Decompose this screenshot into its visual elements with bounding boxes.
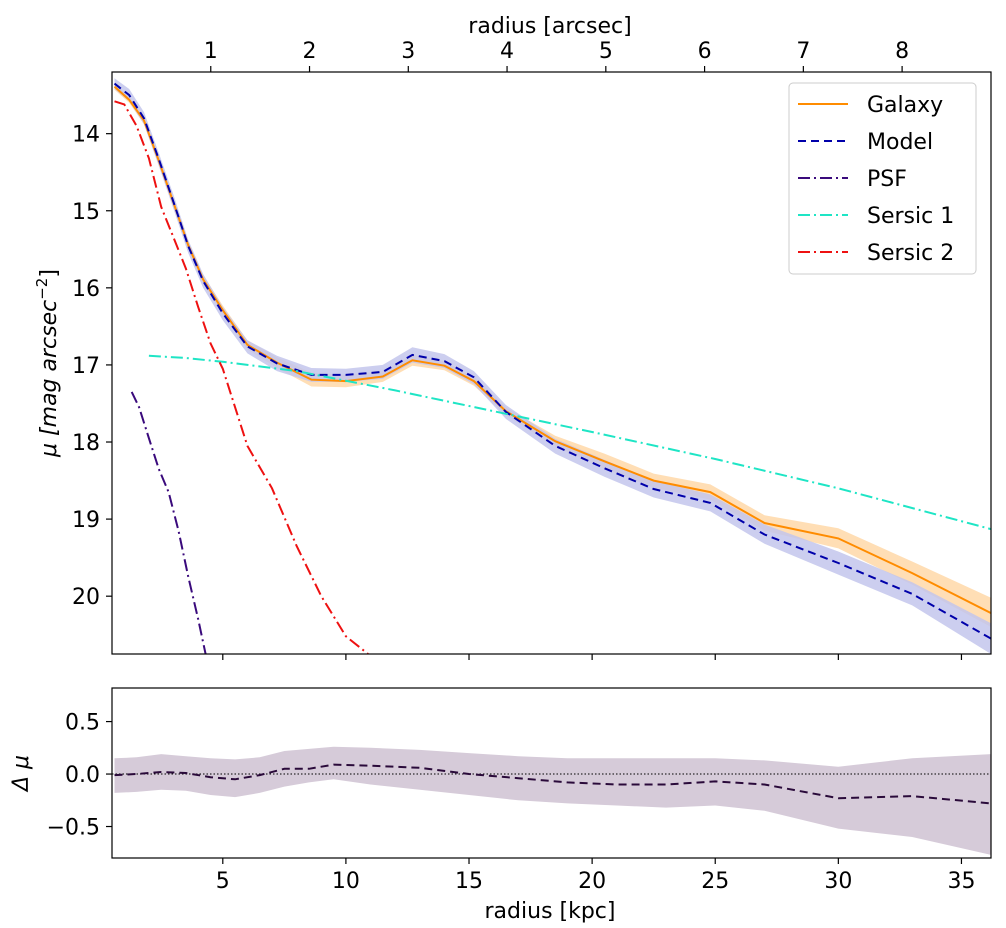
residual-y-tick-label: 0.5	[65, 711, 100, 736]
residual-xticks: 5 10 15 20 25 30 35	[216, 858, 975, 894]
top-tick-label: 7	[796, 39, 810, 64]
top-tick-label: 5	[599, 39, 613, 64]
band-residual	[114, 746, 991, 855]
residual-y-axis-label: Δ μ	[9, 755, 34, 793]
main-bands	[114, 78, 991, 654]
series-psf	[130, 391, 207, 654]
y-tick-label: 19	[72, 508, 100, 533]
top-tick-label: 2	[303, 39, 317, 64]
top-axis-label: radius [arcsec]	[468, 14, 631, 39]
residual-yticks: 0.5 0.0 −0.5	[47, 711, 112, 841]
residual-x-tick-label: 20	[578, 869, 606, 894]
main-frame	[111, 71, 992, 655]
band-model-band	[114, 78, 991, 654]
residual-x-tick-label: 35	[947, 869, 975, 894]
band-galaxy-band	[114, 83, 991, 628]
legend: Galaxy Model PSF Sersic 1 Sersic 2	[788, 82, 977, 275]
residual-x-axis-label: radius [kpc]	[485, 899, 616, 924]
y-label-main: μ [mag arcsec	[37, 300, 62, 458]
y-tick-label: 20	[72, 585, 100, 610]
residual-y-tick-label: −0.5	[47, 816, 100, 841]
top-tick-label: 1	[204, 39, 218, 64]
main-y-axis-label: μ [mag arcsec−2]	[33, 269, 62, 458]
main-xticks-bottom	[222, 654, 963, 660]
y-label-sup: −2	[33, 278, 51, 300]
top-tick-label: 6	[698, 39, 712, 64]
residual-frame	[111, 687, 992, 859]
y-tick-label: 17	[72, 354, 100, 379]
legend-label-galaxy: Galaxy	[867, 93, 943, 118]
y-tick-label: 18	[72, 431, 100, 456]
series-sersic-1	[148, 354, 991, 531]
residual-x-tick-label: 15	[455, 869, 483, 894]
top-tick-label: 4	[500, 39, 514, 64]
series-sersic-2	[114, 100, 369, 654]
series-model	[113, 82, 991, 640]
legend-label-model: Model	[867, 130, 933, 155]
legend-label-sersic-1: Sersic 1	[867, 204, 954, 229]
top-tick-label: 8	[895, 39, 909, 64]
series-residual	[114, 763, 991, 805]
residual-x-tick-label: 5	[216, 869, 230, 894]
main-lines	[113, 82, 991, 654]
legend-label-sersic-2: Sersic 2	[867, 241, 954, 266]
residual-x-tick-label: 25	[701, 869, 729, 894]
residual-bands	[114, 746, 991, 855]
legend-label-psf: PSF	[867, 167, 907, 192]
residual-x-tick-label: 30	[824, 869, 852, 894]
y-tick-label: 15	[72, 200, 100, 225]
y-label-close: ]	[37, 269, 62, 278]
y-tick-label: 14	[72, 123, 100, 148]
residual-lines	[112, 763, 991, 805]
residual-x-tick-label: 10	[332, 869, 360, 894]
top-tick-label: 3	[401, 39, 415, 64]
main-xticks-top: 1 2 3 4 5 6 7 8	[204, 39, 909, 72]
residual-y-tick-label: 0.0	[65, 763, 100, 788]
main-yticks: 14 15 16 17 18 19 20	[72, 123, 112, 610]
legend-box	[788, 82, 977, 275]
residual-panel: 0.5 0.0 −0.5 5 10 15 20 25 30 35 radius [kpc] Δ …	[9, 687, 992, 924]
y-tick-label: 16	[72, 277, 100, 302]
